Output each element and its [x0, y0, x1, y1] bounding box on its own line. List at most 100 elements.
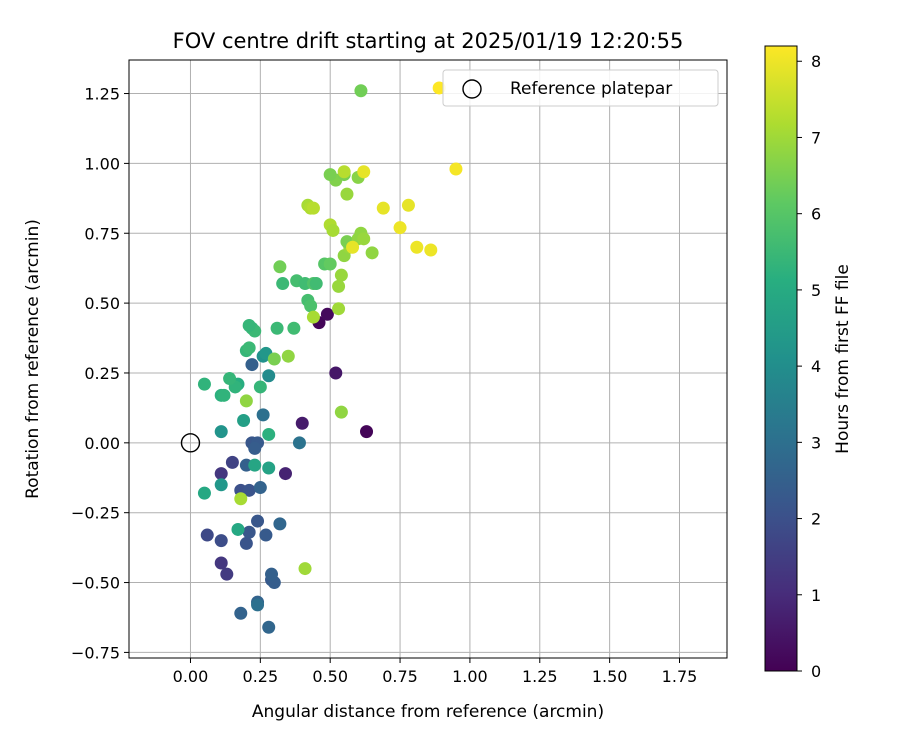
reference-point-marker — [180, 433, 201, 453]
data-point — [262, 461, 276, 475]
colorbar-tick-label: 6 — [811, 205, 821, 224]
data-point — [253, 380, 267, 394]
data-point — [449, 162, 463, 176]
data-point — [265, 567, 279, 581]
colorbar-tick-label: 7 — [811, 128, 821, 147]
data-point — [248, 458, 262, 472]
data-point — [292, 436, 306, 450]
colorbar-label: Hours from first FF file — [833, 264, 853, 454]
data-point — [242, 341, 256, 355]
data-point — [320, 307, 334, 321]
data-point — [251, 598, 265, 612]
y-tick-label: 1.00 — [84, 154, 120, 173]
data-point — [239, 394, 253, 408]
data-point — [242, 318, 256, 332]
data-point — [376, 201, 390, 215]
data-point — [337, 165, 351, 179]
data-point — [214, 467, 228, 481]
plot-frame — [128, 59, 728, 659]
legend: Reference platepar — [442, 69, 719, 107]
y-tick-label: 1.25 — [84, 85, 120, 104]
data-point — [334, 405, 348, 419]
data-point — [197, 377, 211, 391]
data-point — [214, 534, 228, 548]
data-points — [197, 81, 463, 634]
data-point — [237, 413, 251, 427]
data-point — [323, 257, 337, 271]
data-point — [298, 562, 312, 576]
data-point — [360, 425, 374, 439]
y-tick-label: −0.75 — [71, 643, 120, 662]
x-tick-label: 1.75 — [662, 667, 698, 686]
data-point — [242, 483, 256, 497]
y-tick-label: −0.25 — [71, 504, 120, 523]
data-point — [251, 514, 265, 528]
data-point — [295, 416, 309, 430]
data-point — [234, 492, 248, 506]
data-point — [214, 478, 228, 492]
x-tick-label: 0.00 — [173, 667, 209, 686]
x-tick-label: 1.25 — [522, 667, 558, 686]
data-point — [259, 528, 273, 542]
data-point — [253, 481, 267, 495]
data-point — [309, 277, 323, 291]
x-tick-label: 0.50 — [312, 667, 348, 686]
data-point — [306, 310, 320, 324]
chart-title: FOV centre drift starting at 2025/01/19 … — [173, 29, 684, 53]
data-point — [432, 81, 446, 95]
colorbar-tick-label: 4 — [811, 357, 821, 376]
data-point — [357, 232, 371, 246]
x-tick-label: 0.75 — [382, 667, 418, 686]
data-point — [281, 349, 295, 363]
data-point — [214, 556, 228, 570]
data-point — [365, 246, 379, 260]
legend-marker-icon — [462, 79, 482, 99]
y-tick-label: 0.50 — [84, 294, 120, 313]
y-tick-label: 0.00 — [84, 434, 120, 453]
data-point — [270, 321, 284, 335]
data-point — [357, 165, 371, 179]
data-point — [346, 240, 360, 254]
data-point — [401, 198, 415, 212]
data-point — [273, 260, 287, 274]
data-point — [410, 240, 424, 254]
data-point — [220, 567, 234, 581]
data-point — [278, 467, 292, 481]
x-tick-label: 1.00 — [452, 667, 488, 686]
data-point — [197, 486, 211, 500]
y-axis-label: Rotation from reference (arcmin) — [23, 219, 43, 499]
data-point — [245, 358, 259, 372]
data-point — [332, 279, 346, 293]
data-point — [304, 299, 318, 313]
data-point — [256, 408, 270, 422]
colorbar-tick-label: 3 — [811, 433, 821, 452]
data-point — [242, 525, 256, 539]
data-point — [329, 366, 343, 380]
data-point — [424, 243, 438, 257]
legend-label: Reference platepar — [510, 79, 672, 99]
data-point — [231, 522, 245, 536]
data-point — [217, 388, 231, 402]
x-tick-label: 0.25 — [243, 667, 279, 686]
data-point — [239, 536, 253, 550]
colorbar-tick-label: 0 — [811, 662, 821, 681]
data-point — [276, 277, 290, 291]
colorbar-tick-label: 8 — [811, 52, 821, 71]
colorbar: 0 1 2 3 4 5 6 7 8 Hours from first FF file — [764, 45, 853, 681]
data-point — [225, 455, 239, 469]
data-point — [340, 187, 354, 201]
data-point — [287, 321, 301, 335]
data-point — [332, 302, 346, 316]
colorbar-ticks: 0 1 2 3 4 5 6 7 8 — [797, 52, 821, 681]
data-point — [248, 441, 262, 455]
y-tick-label: 0.75 — [84, 224, 120, 243]
y-axis-ticks: −0.75 −0.50 −0.25 0.00 0.25 0.50 0.75 1.00 1.25 — [71, 85, 129, 662]
data-point — [214, 425, 228, 439]
x-tick-label: 1.50 — [592, 667, 628, 686]
y-tick-label: −0.50 — [71, 574, 120, 593]
data-point — [223, 372, 237, 386]
data-point — [354, 84, 368, 98]
grid-lines — [129, 60, 727, 658]
data-point — [200, 528, 214, 542]
